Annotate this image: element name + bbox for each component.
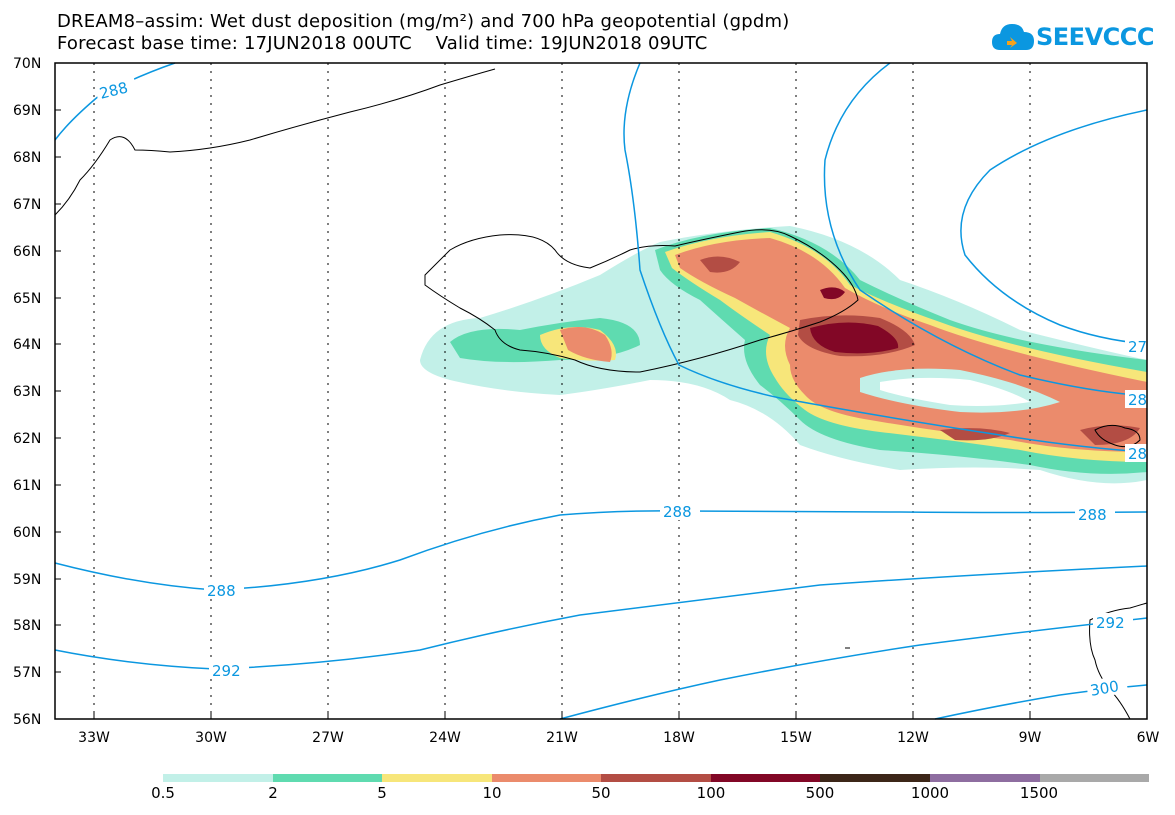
lon-label: 24W xyxy=(429,730,461,746)
legend-label: 5 xyxy=(377,784,387,802)
lat-label: 56N xyxy=(13,712,41,728)
lon-label: 9W xyxy=(1019,730,1042,746)
lon-label: 33W xyxy=(78,730,110,746)
seevccc-logo: SEEVCCC xyxy=(990,20,1155,60)
legend-swatch xyxy=(272,774,383,782)
lat-label: 68N xyxy=(13,150,41,166)
longitude-axis: 33W 30W 27W 24W 21W 18W 15W 12W 9W 6W xyxy=(78,713,1160,746)
legend-label: 0.5 xyxy=(151,784,175,802)
lat-label: 67N xyxy=(13,197,41,213)
legend-label: 100 xyxy=(696,784,726,802)
lon-label: 6W xyxy=(1137,730,1160,746)
graticule xyxy=(93,63,1031,719)
legend-swatch xyxy=(491,774,602,782)
lat-label: 58N xyxy=(13,618,41,634)
legend-swatch xyxy=(382,774,492,782)
legend-label: 1000 xyxy=(910,784,950,802)
contour-label: 288 xyxy=(207,582,236,600)
legend-labels: 0.5 2 5 10 50 100 500 1000 1500 xyxy=(0,784,1175,804)
contour-labels: 288 288 288 288 292 292 300 27 28 28 xyxy=(94,76,1147,700)
legend-label: 50 xyxy=(591,784,611,802)
dust-deposition-field xyxy=(420,226,1147,484)
lat-label: 60N xyxy=(13,525,41,541)
lat-label: 57N xyxy=(13,665,41,681)
lat-label: 63N xyxy=(13,384,41,400)
contour-label: 28 xyxy=(1128,391,1147,409)
contour-label: 288 xyxy=(1078,506,1107,524)
lon-label: 18W xyxy=(663,730,695,746)
forecast-times: Forecast base time: 17JUN2018 00UTC Vali… xyxy=(57,33,708,54)
legend-swatch xyxy=(1039,774,1150,782)
legend-swatch xyxy=(601,774,711,782)
legend-swatch xyxy=(820,774,930,782)
lon-label: 21W xyxy=(546,730,578,746)
lat-label: 69N xyxy=(13,103,41,119)
legend-swatch xyxy=(163,774,273,782)
lat-label: 62N xyxy=(13,431,41,447)
legend-swatch xyxy=(929,774,1040,782)
lon-label: 15W xyxy=(780,730,812,746)
color-legend xyxy=(163,774,1150,782)
cloud-icon xyxy=(992,24,1034,50)
lat-label: 66N xyxy=(13,244,41,260)
chart-title: DREAM8–assim: Wet dust deposition (mg/m²… xyxy=(57,11,790,32)
lon-label: 30W xyxy=(195,730,227,746)
lat-label: 70N xyxy=(13,56,41,72)
lat-label: 61N xyxy=(13,478,41,494)
contour-label: 28 xyxy=(1128,445,1147,463)
lat-label: 64N xyxy=(13,337,41,353)
lat-label: 65N xyxy=(13,291,41,307)
legend-label: 10 xyxy=(482,784,502,802)
legend-label: 1500 xyxy=(1019,784,1059,802)
contour-label: 292 xyxy=(1096,614,1125,632)
lon-label: 12W xyxy=(897,730,929,746)
contour-label: 27 xyxy=(1128,338,1147,356)
logo-text: SEEVCCC xyxy=(1036,23,1155,51)
contour-label: 300 xyxy=(1089,677,1120,700)
lon-label: 27W xyxy=(312,730,344,746)
legend-label: 500 xyxy=(805,784,835,802)
coastlines xyxy=(54,68,1148,720)
contour-label: 292 xyxy=(212,662,241,680)
lat-label: 59N xyxy=(13,572,41,588)
legend-label: 2 xyxy=(268,784,278,802)
latitude-axis: 70N 69N 68N 67N 66N 65N 64N 63N 62N 61N … xyxy=(13,56,61,728)
contour-label: 288 xyxy=(663,503,692,521)
legend-swatch xyxy=(710,774,821,782)
